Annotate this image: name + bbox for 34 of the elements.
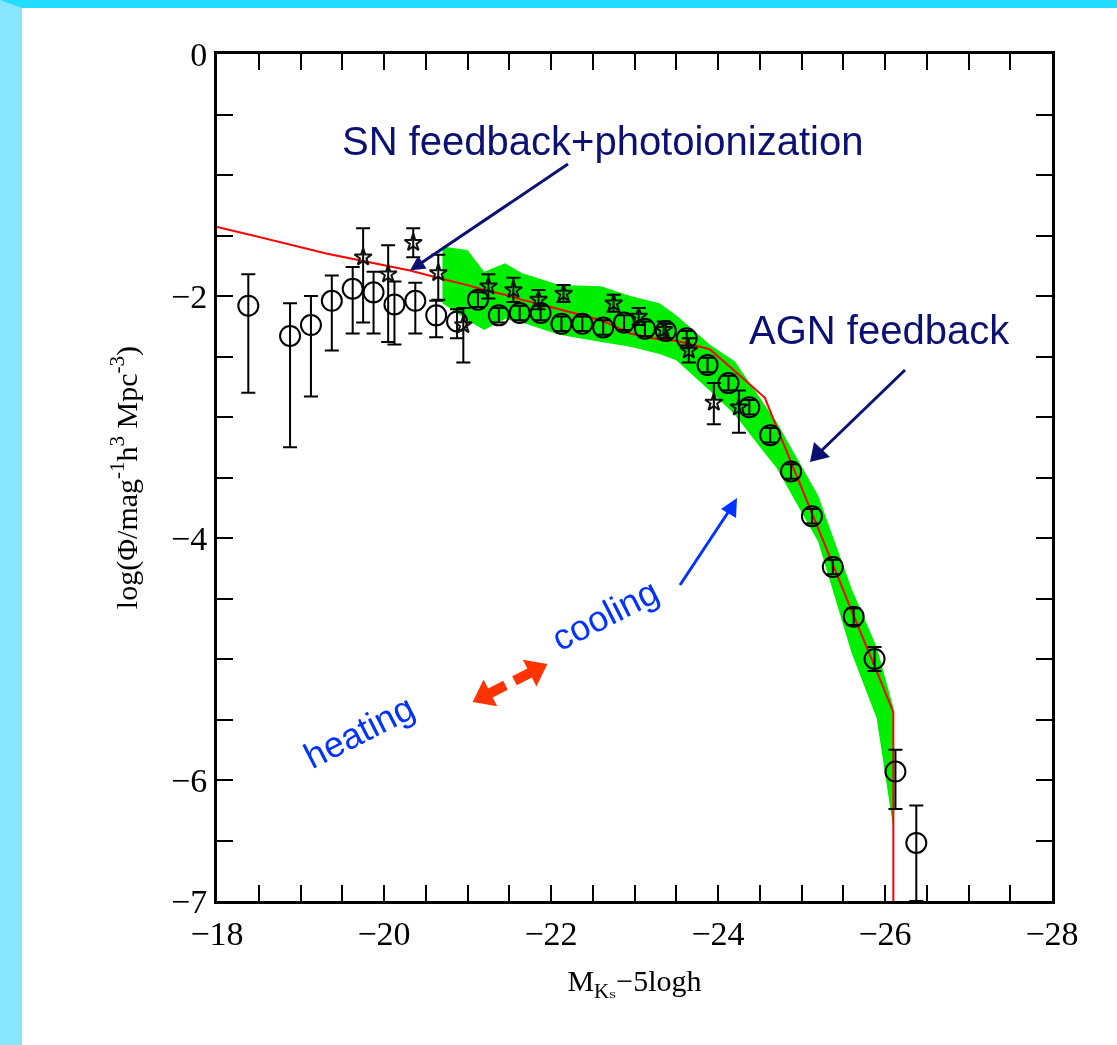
point (353, 247, 373, 266)
point (362, 281, 385, 304)
point (237, 294, 260, 317)
point (378, 264, 398, 283)
point (446, 310, 469, 333)
y-tick-label: −6 (171, 761, 208, 799)
point (279, 324, 302, 347)
point (341, 277, 364, 300)
point (905, 831, 928, 854)
point (425, 304, 448, 327)
point (503, 279, 524, 299)
annotation: AGN feedback (749, 308, 1011, 352)
point (403, 232, 423, 252)
y-tick-label: 0 (190, 35, 208, 73)
point (679, 340, 699, 359)
point (383, 293, 406, 316)
point (428, 262, 448, 282)
x-tick-label: −20 (357, 914, 411, 952)
x-axis-title: M$_{Kₛ}$−5logh (567, 964, 702, 1003)
point (478, 276, 499, 295)
point (404, 289, 427, 312)
point (704, 392, 724, 411)
annotation: SN feedback+photoionization (342, 119, 864, 163)
point (299, 314, 322, 337)
y-tick-label: −2 (171, 277, 208, 315)
x-tick-label: −28 (1025, 914, 1079, 952)
point (884, 760, 907, 783)
x-tick-label: −22 (524, 914, 578, 952)
point (453, 314, 473, 334)
x-tick-label: −26 (858, 914, 912, 952)
x-tick-label: −24 (691, 914, 745, 952)
y-tick-label: −4 (171, 519, 208, 557)
point (320, 289, 343, 312)
point (729, 397, 749, 416)
